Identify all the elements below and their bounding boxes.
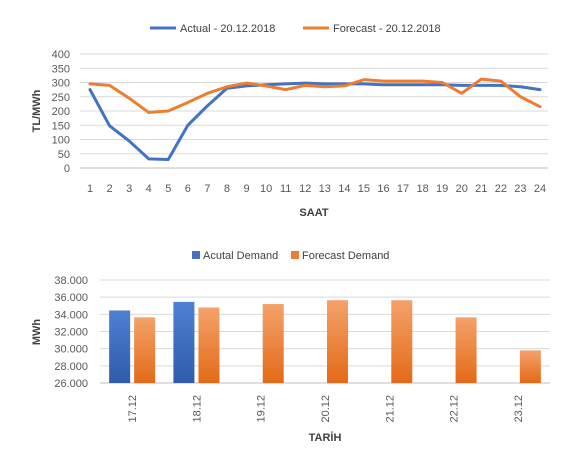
legend-swatch bbox=[192, 251, 200, 259]
legend-label: Forecast Demand bbox=[302, 250, 389, 262]
bar-forecast bbox=[519, 350, 541, 383]
legend-label: Forecast - 20.12.2018 bbox=[333, 23, 441, 35]
x-tick-label: 7 bbox=[204, 183, 210, 195]
x-tick-label: 3 bbox=[126, 183, 132, 195]
x-tick-label: 9 bbox=[243, 183, 249, 195]
x-axis-title: SAAT bbox=[299, 207, 328, 219]
y-tick-label: 32.000 bbox=[54, 327, 88, 339]
y-tick-label: 50 bbox=[58, 149, 70, 161]
x-tick-label: 19 bbox=[436, 183, 448, 195]
x-tick-label: 20 bbox=[456, 183, 468, 195]
x-tick-label: 20.12 bbox=[320, 395, 332, 423]
bar-actual bbox=[109, 310, 131, 383]
y-axis-title: MWh bbox=[31, 319, 43, 346]
x-tick-label: 1 bbox=[87, 183, 93, 195]
y-tick-label: 36.000 bbox=[54, 292, 88, 304]
bar-forecast bbox=[455, 317, 477, 383]
x-tick-label: 19.12 bbox=[256, 395, 268, 423]
x-tick-label: 4 bbox=[146, 183, 152, 195]
x-tick-label: 23.12 bbox=[513, 395, 525, 423]
y-axis-title: TL/MWh bbox=[31, 89, 43, 132]
y-tick-label: 200 bbox=[52, 106, 70, 118]
bar-forecast bbox=[262, 304, 284, 383]
x-tick-label: 8 bbox=[224, 183, 230, 195]
x-tick-label: 12 bbox=[299, 183, 311, 195]
x-axis-title: TARİH bbox=[309, 431, 342, 444]
x-tick-label: 10 bbox=[260, 183, 272, 195]
x-tick-label: 24 bbox=[534, 183, 546, 195]
y-tick-label: 38.000 bbox=[54, 275, 88, 287]
y-tick-label: 250 bbox=[52, 92, 70, 104]
bar-forecast bbox=[198, 307, 220, 383]
series-line-actual bbox=[88, 81, 542, 161]
x-tick-label: 18.12 bbox=[191, 395, 203, 423]
x-tick-label: 16 bbox=[377, 183, 389, 195]
y-tick-label: 0 bbox=[64, 163, 70, 175]
bar-forecast bbox=[134, 317, 156, 383]
y-tick-label: 100 bbox=[52, 135, 70, 147]
y-tick-label: 34.000 bbox=[54, 309, 88, 321]
x-tick-label: 17.12 bbox=[127, 395, 139, 423]
bar-forecast bbox=[391, 300, 413, 383]
bar-actual bbox=[173, 301, 195, 383]
legend-swatch bbox=[291, 251, 299, 259]
series-line-forecast bbox=[88, 77, 542, 114]
legend-label: Acutal Demand bbox=[203, 250, 278, 262]
x-tick-label: 22 bbox=[495, 183, 507, 195]
y-tick-label: 400 bbox=[52, 49, 70, 61]
y-tick-label: 300 bbox=[52, 78, 70, 90]
legend-label: Actual - 20.12.2018 bbox=[180, 23, 275, 35]
x-tick-label: 23 bbox=[514, 183, 526, 195]
x-tick-label: 6 bbox=[185, 183, 191, 195]
x-tick-label: 22.12 bbox=[449, 395, 461, 423]
x-tick-label: 2 bbox=[107, 183, 113, 195]
x-tick-label: 5 bbox=[165, 183, 171, 195]
y-tick-label: 350 bbox=[52, 63, 70, 75]
x-tick-label: 13 bbox=[319, 183, 331, 195]
x-tick-label: 15 bbox=[358, 183, 370, 195]
x-tick-label: 21 bbox=[475, 183, 487, 195]
y-tick-label: 26.000 bbox=[54, 378, 88, 390]
y-tick-label: 28.000 bbox=[54, 361, 88, 373]
x-tick-label: 18 bbox=[416, 183, 428, 195]
x-tick-label: 17 bbox=[397, 183, 409, 195]
y-tick-label: 150 bbox=[52, 120, 70, 132]
y-tick-label: 30.000 bbox=[54, 344, 88, 356]
x-tick-label: 11 bbox=[280, 183, 291, 195]
x-tick-label: 21.12 bbox=[384, 395, 396, 423]
bar-forecast bbox=[327, 300, 348, 383]
x-tick-label: 14 bbox=[338, 183, 350, 195]
